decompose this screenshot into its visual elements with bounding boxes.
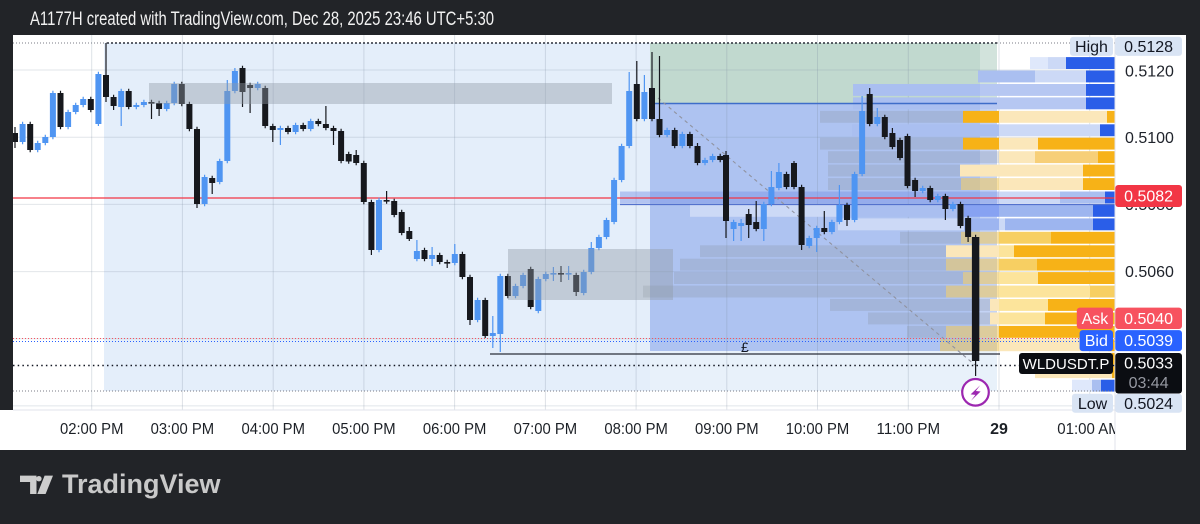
svg-text:0.5082: 0.5082 (1124, 189, 1173, 206)
svg-text:A1177H created with TradingVie: A1177H created with TradingView.com, Dec… (30, 9, 494, 30)
svg-text:Ask: Ask (1082, 311, 1110, 328)
svg-text:01:00 AM: 01:00 AM (1057, 421, 1121, 438)
svg-text:02:00 PM: 02:00 PM (60, 421, 124, 438)
svg-text:05:00 PM: 05:00 PM (332, 421, 396, 438)
svg-text:TradingView: TradingView (62, 469, 222, 499)
svg-text:08:00 PM: 08:00 PM (604, 421, 668, 438)
svg-text:04:00 PM: 04:00 PM (241, 421, 305, 438)
svg-text:07:00 PM: 07:00 PM (514, 421, 578, 438)
svg-text:Bid: Bid (1085, 333, 1108, 350)
svg-text:0.5039: 0.5039 (1124, 333, 1173, 350)
svg-text:0.5120: 0.5120 (1125, 64, 1174, 81)
svg-text:£: £ (741, 339, 749, 355)
svg-text:06:00 PM: 06:00 PM (423, 421, 487, 438)
svg-text:29: 29 (990, 421, 1008, 438)
svg-text:0.5040: 0.5040 (1124, 311, 1173, 328)
svg-text:0.5024: 0.5024 (1124, 396, 1173, 413)
svg-text:0.5128: 0.5128 (1124, 39, 1173, 56)
svg-text:10:00 PM: 10:00 PM (786, 421, 850, 438)
svg-text:0.5060: 0.5060 (1125, 264, 1174, 281)
svg-text:03:44: 03:44 (1129, 375, 1169, 392)
svg-text:0.5100: 0.5100 (1125, 130, 1174, 147)
svg-text:09:00 PM: 09:00 PM (695, 421, 759, 438)
svg-text:03:00 PM: 03:00 PM (151, 421, 215, 438)
svg-text:High: High (1075, 39, 1108, 56)
svg-text:WLDUSDT.P: WLDUSDT.P (1023, 356, 1110, 373)
svg-text:Low: Low (1078, 396, 1108, 413)
svg-text:11:00 PM: 11:00 PM (877, 421, 941, 438)
svg-text:0.5033: 0.5033 (1124, 356, 1173, 373)
